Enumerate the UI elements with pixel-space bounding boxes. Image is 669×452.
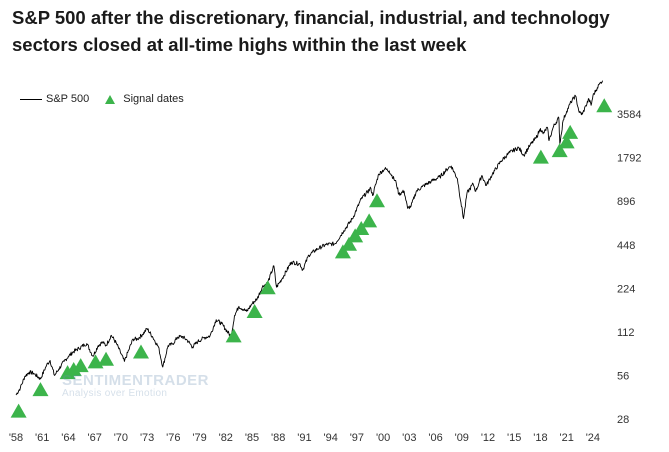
signal-triangle [259, 280, 276, 295]
signal-triangle [10, 403, 27, 418]
x-tick-label: '76 [166, 432, 180, 444]
x-tick-label: '67 [87, 432, 101, 444]
watermark-logo: SENTIMENTRADER Analysis over Emotion [62, 372, 209, 399]
signal-triangle [246, 304, 263, 319]
sp500-line [15, 80, 603, 396]
x-tick-label: '85 [245, 432, 259, 444]
legend-label-sp500: S&P 500 [46, 93, 90, 105]
signal-triangle [532, 149, 549, 164]
signal-triangle [551, 143, 568, 158]
chart-legend: S&P 500 Signal dates [20, 93, 184, 105]
y-tick-label: 448 [617, 240, 635, 252]
signal-triangle [368, 193, 385, 208]
x-tick-label: '79 [192, 432, 206, 444]
x-tick-label: '88 [271, 432, 285, 444]
signal-triangle [361, 213, 378, 228]
signal-triangle [596, 98, 613, 113]
x-tick-label: '82 [219, 432, 233, 444]
signal-triangle [353, 220, 370, 235]
x-tick-label: '06 [428, 432, 442, 444]
signal-triangle [98, 351, 115, 366]
y-tick-label: 28 [617, 414, 629, 426]
x-tick-label: '73 [140, 432, 154, 444]
y-tick-label: 1792 [617, 153, 641, 165]
y-tick-label: 3584 [617, 109, 641, 121]
x-tick-label: '03 [402, 432, 416, 444]
x-tick-label: '18 [533, 432, 547, 444]
signal-triangle [72, 358, 89, 373]
signal-triangle [558, 134, 575, 149]
signal-triangle [334, 244, 351, 259]
signal-triangle [562, 124, 579, 139]
x-tick-label: '12 [481, 432, 495, 444]
signal-triangle [347, 228, 364, 243]
y-axis-ticks: 28 56 112 224 448 896 1792 3584 [617, 109, 641, 426]
x-tick-label: '64 [61, 432, 75, 444]
x-tick-label: '94 [323, 432, 337, 444]
watermark-main-text: SENTIMENTRADER [62, 372, 210, 389]
triangle-legend-icon [105, 94, 116, 104]
y-tick-label: 224 [617, 283, 635, 295]
x-axis-ticks: '58 '61 '64 '67 '70 '73 '76 '79 '82 '85 '88 '91 '94 '… [9, 432, 600, 444]
sp500-series [15, 80, 603, 396]
x-tick-label: '00 [376, 432, 390, 444]
x-tick-label: '09 [455, 432, 469, 444]
line-legend-swatch [20, 98, 42, 100]
signal-triangle [132, 344, 149, 359]
signal-triangle [341, 236, 358, 251]
watermark-sub-text: Analysis over Emotion [62, 388, 168, 399]
x-tick-label: '21 [559, 432, 573, 444]
signal-triangle [225, 328, 242, 343]
x-tick-label: '70 [114, 432, 128, 444]
legend-label-signals: Signal dates [123, 93, 184, 105]
signal-markers [10, 98, 613, 418]
x-tick-label: '58 [9, 432, 23, 444]
x-tick-label: '15 [507, 432, 521, 444]
x-tick-label: '91 [297, 432, 311, 444]
y-tick-label: 56 [617, 370, 629, 382]
y-tick-label: 112 [617, 327, 635, 339]
x-tick-label: '24 [586, 432, 600, 444]
signal-triangle [32, 382, 49, 397]
x-tick-label: '97 [350, 432, 364, 444]
x-tick-label: '61 [35, 432, 49, 444]
chart-title: S&P 500 after the discretionary, financi… [12, 7, 610, 55]
signal-triangle [65, 362, 82, 377]
y-tick-label: 896 [617, 196, 635, 208]
